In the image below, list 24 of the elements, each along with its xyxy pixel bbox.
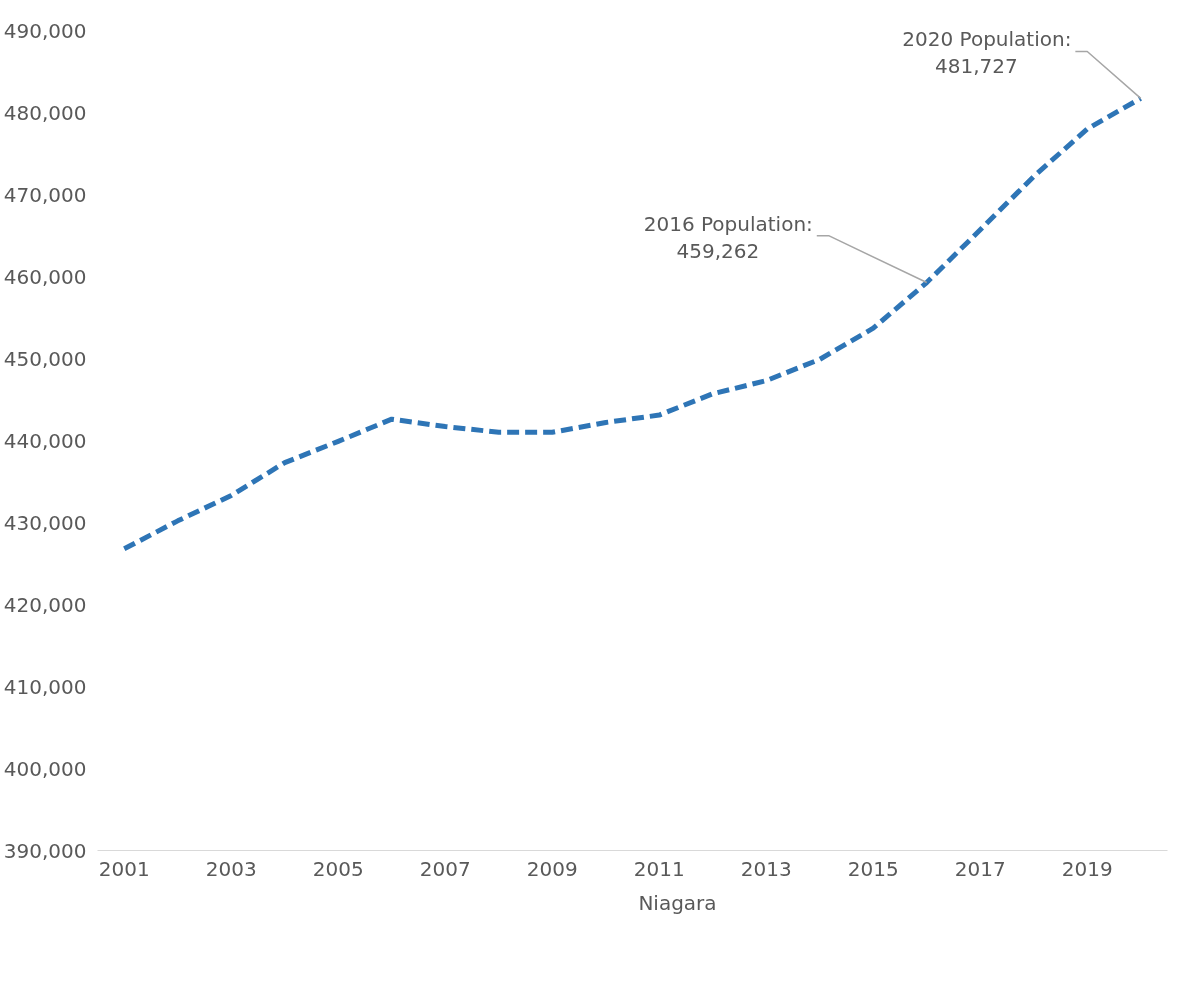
annotation: 2020 Population: 481,727	[902, 27, 1072, 79]
y-tick-label: 460,000	[3, 264, 87, 289]
x-tick-label: 2017	[954, 856, 1006, 881]
x-tick-label: 2005	[312, 856, 364, 881]
y-tick-label: 400,000	[3, 756, 87, 781]
y-tick-label: 430,000	[3, 510, 87, 535]
x-tick-label: 2001	[98, 856, 150, 881]
y-tick-label: 440,000	[3, 428, 87, 453]
text: Niagara	[638, 891, 717, 915]
x-tick-label: 2013	[740, 856, 792, 881]
x-tick-label: 2007	[419, 856, 471, 881]
y-tick-label: 390,000	[3, 838, 87, 863]
y-tick-label: 410,000	[3, 674, 87, 699]
y-tick-label: 420,000	[3, 592, 87, 617]
annotation: 2016 Population: 459,262	[643, 211, 813, 263]
y-tick-label: 450,000	[3, 346, 87, 371]
x-tick-label: 2019	[1061, 856, 1113, 881]
y-tick-label: 470,000	[3, 182, 87, 207]
x-tick-label: 2003	[205, 856, 257, 881]
x-tick-label: 2009	[526, 856, 578, 881]
x-tick-label: 2011	[633, 856, 685, 881]
y-tick-label: 490,000	[3, 18, 87, 43]
x-tick-label: 2015	[847, 856, 899, 881]
y-tick-label: 480,000	[3, 100, 87, 125]
